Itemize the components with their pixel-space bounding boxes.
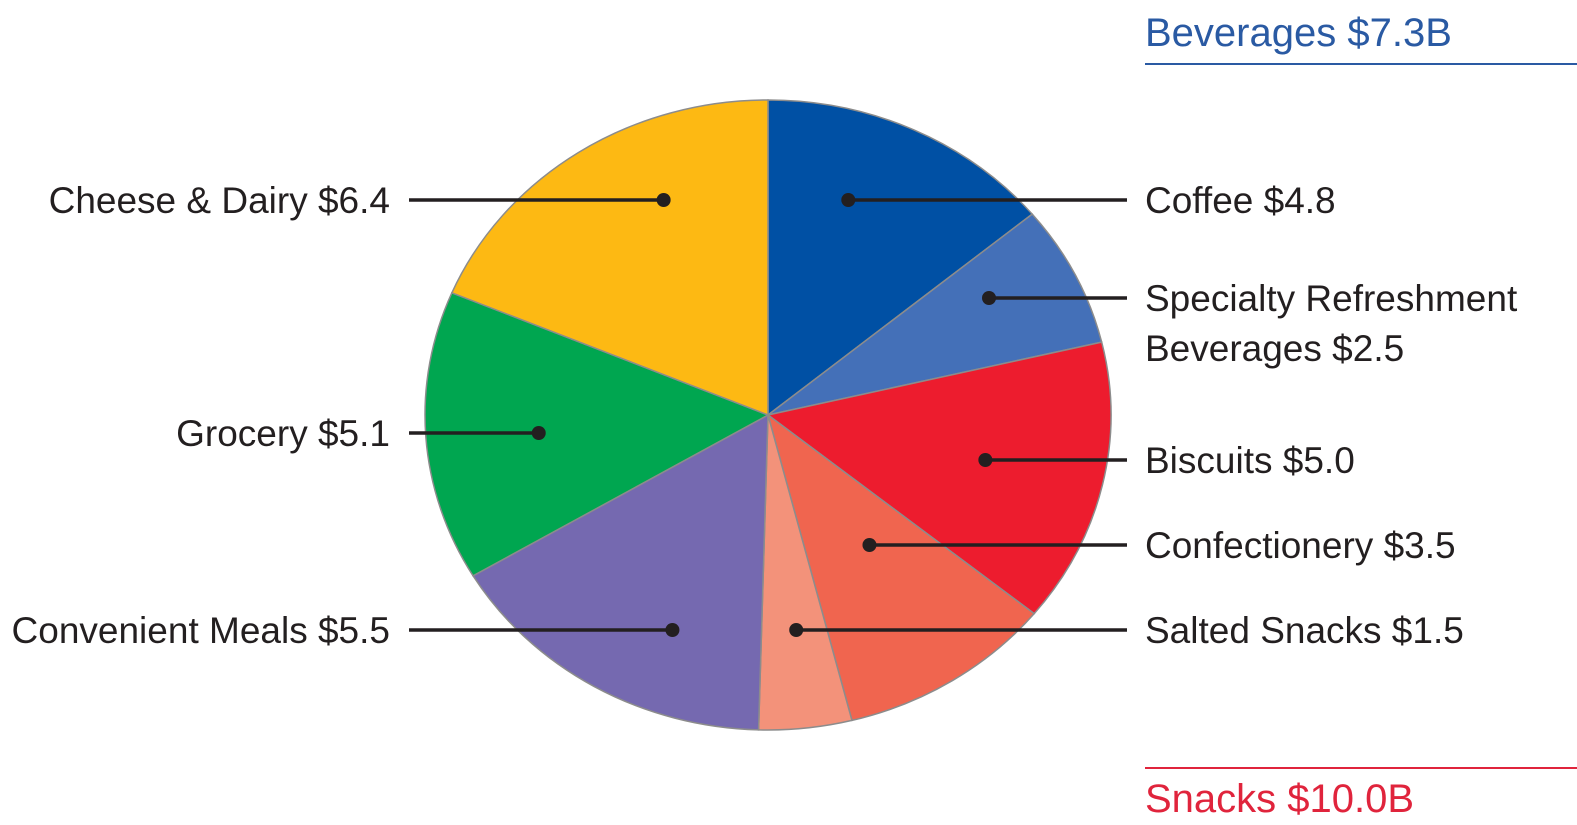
leader-dot-convenient-meals xyxy=(665,623,680,637)
slice-label-confectionery: Confectionery $3.5 xyxy=(1145,525,1456,566)
slice-labels: Coffee $4.8 Specialty Refreshment Beverage… xyxy=(12,180,1518,651)
leader-dot-cheese-dairy xyxy=(656,193,671,207)
leader-dot-coffee xyxy=(841,193,856,207)
slice-label-line: Biscuits $5.0 xyxy=(1145,440,1355,481)
slice-label-line: Coffee $4.8 xyxy=(1145,180,1336,221)
slice-label-salted-snacks: Salted Snacks $1.5 xyxy=(1145,610,1464,651)
pie-slice-confectionery xyxy=(766,413,1036,722)
leader-lines xyxy=(409,193,1127,637)
group-label-beverages: Beverages $7.3B xyxy=(1145,11,1452,55)
leader-dot-biscuits xyxy=(978,453,993,467)
slice-label-line: Beverages $2.5 xyxy=(1145,328,1404,369)
leader-dot-grocery xyxy=(531,426,546,440)
pie-slice-cheese-dairy xyxy=(450,99,769,417)
slice-label-coffee: Coffee $4.8 xyxy=(1145,180,1336,221)
slice-label-specialty-refreshment-beverages: Specialty Refreshment Beverages $2.5 xyxy=(1145,278,1518,369)
group-labels: Beverages $7.3B Snacks $10.0B xyxy=(1145,11,1577,821)
slice-label-cheese-dairy: Cheese & Dairy $6.4 xyxy=(49,180,390,221)
pie-slice-grocery xyxy=(424,291,770,577)
slice-label-line: Convenient Meals $5.5 xyxy=(12,610,390,651)
slice-label-biscuits: Biscuits $5.0 xyxy=(1145,440,1355,481)
leader-dot-specialty-refreshment-beverages xyxy=(982,291,997,305)
pie-slice-specialty-refreshment-beverages xyxy=(767,213,1103,416)
pie-slices xyxy=(424,99,1112,731)
pie-slice-convenient-meals xyxy=(472,413,769,731)
slice-label-line: Confectionery $3.5 xyxy=(1145,525,1456,566)
slice-label-line: Cheese & Dairy $6.4 xyxy=(49,180,390,221)
slice-label-grocery: Grocery $5.1 xyxy=(176,413,390,454)
leader-dot-confectionery xyxy=(862,538,877,552)
pie-slice-coffee xyxy=(767,99,1034,417)
slice-label-convenient-meals: Convenient Meals $5.5 xyxy=(12,610,390,651)
leader-dot-salted-snacks xyxy=(789,623,804,637)
slice-label-line: Specialty Refreshment xyxy=(1145,278,1518,319)
slice-label-line: Grocery $5.1 xyxy=(176,413,390,454)
slice-label-line: Salted Snacks $1.5 xyxy=(1145,610,1464,651)
group-label-snacks: Snacks $10.0B xyxy=(1145,777,1414,821)
